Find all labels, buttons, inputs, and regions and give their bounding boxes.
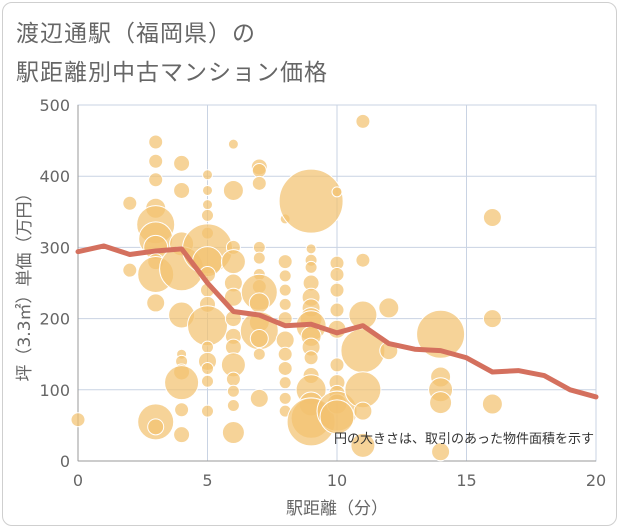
bubble-point <box>278 376 292 390</box>
bubble-point <box>201 374 214 388</box>
bubble-point <box>355 252 371 268</box>
bubble-point <box>148 172 164 188</box>
bubble-point <box>304 260 318 274</box>
bubble-point <box>353 401 373 421</box>
bubble-point <box>122 262 138 278</box>
chart-title-line2: 駅距離別中古マンション価格 <box>16 60 328 86</box>
bubble-point <box>251 175 267 191</box>
bubble-point <box>164 365 200 401</box>
bubble-point <box>248 292 270 314</box>
x-tick-label: 10 <box>327 471 347 490</box>
x-tick-label: 5 <box>202 471 212 490</box>
bubble-point <box>226 398 240 412</box>
trend-line-layer <box>75 243 599 400</box>
bubble-point <box>221 421 245 445</box>
bubble-point <box>146 293 166 313</box>
bubble-point <box>305 243 317 255</box>
bubble-point <box>329 302 345 318</box>
bubble-point <box>278 297 292 311</box>
bubble-point <box>350 432 376 458</box>
bubble-point <box>148 134 164 150</box>
bubbles <box>70 113 503 462</box>
bubble-point <box>187 305 228 347</box>
x-tick-label: 20 <box>586 471 606 490</box>
bubble-point <box>278 269 292 283</box>
bubble-point <box>249 388 269 408</box>
bubble-point <box>481 393 503 415</box>
x-tick-label: 15 <box>456 471 476 490</box>
bubble-point <box>201 340 214 354</box>
bubble-point <box>277 346 293 362</box>
bubble-size-note: 円の大きさは、取引のあった物件面積を示す <box>334 432 594 447</box>
bubble-point <box>201 208 214 222</box>
bubble-point <box>173 426 191 444</box>
bubble-point <box>331 186 343 198</box>
bubble-point <box>329 282 345 298</box>
bubble-point <box>202 199 213 211</box>
y-axis-label: 坪（3.3㎡）単価（万円） <box>15 184 35 381</box>
bubble-point <box>249 329 269 349</box>
bubble-point <box>202 184 213 196</box>
bubble-point <box>319 399 355 435</box>
bubble-point <box>355 113 371 129</box>
bubble-point <box>70 412 86 428</box>
y-tick-label: 500 <box>39 96 70 115</box>
bubble-point <box>431 442 451 462</box>
bubble-point <box>416 309 466 359</box>
bubble-point <box>278 283 292 297</box>
bubble-point <box>227 138 239 150</box>
bubble-point <box>429 391 453 415</box>
bubble-point <box>148 153 164 169</box>
bubble-point <box>329 357 345 373</box>
bubble-point <box>277 360 293 376</box>
bubble-point <box>251 163 267 179</box>
y-tick-label: 300 <box>39 238 70 257</box>
bubble-point <box>275 330 295 350</box>
chart-title-line1: 渡辺通駅（福岡県）の <box>16 21 256 47</box>
bubble-point <box>378 297 400 319</box>
y-tick-label: 100 <box>39 381 70 400</box>
bubble-point <box>277 254 293 270</box>
bubble-point <box>173 154 191 172</box>
bubble-point <box>278 168 344 234</box>
bubble-point <box>303 350 319 366</box>
bubble-point <box>173 181 191 199</box>
bubble-point <box>482 309 502 329</box>
bubble-point <box>147 418 165 436</box>
x-axis-label: 駅距離（分） <box>286 499 388 519</box>
bubble-point <box>201 361 214 375</box>
y-tick-label: 200 <box>39 310 70 329</box>
y-tick-label: 400 <box>39 167 70 186</box>
bubble-point <box>222 179 244 201</box>
bubble-point <box>329 266 345 282</box>
bubble-point <box>226 384 240 398</box>
bubble-point <box>252 347 266 361</box>
bubble-point <box>252 251 266 265</box>
bubble-point <box>174 402 190 418</box>
bubble-point <box>201 404 214 418</box>
trend-line <box>75 243 599 400</box>
bubble-point <box>278 391 292 405</box>
bubble-point <box>220 249 246 275</box>
y-tick-label: 0 <box>60 452 70 471</box>
bubble-point <box>482 207 502 227</box>
bubble-point <box>122 195 138 211</box>
x-tick-label: 0 <box>73 471 83 490</box>
bubble-point <box>225 371 241 387</box>
bubble-point <box>202 169 213 181</box>
